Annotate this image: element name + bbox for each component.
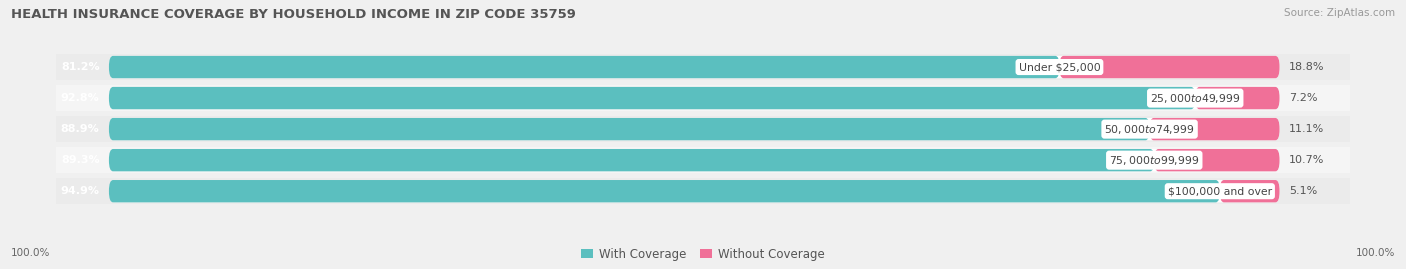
FancyBboxPatch shape xyxy=(1154,149,1279,171)
FancyBboxPatch shape xyxy=(1060,56,1279,78)
Bar xyxy=(56,85,1350,111)
Text: 94.9%: 94.9% xyxy=(60,186,100,196)
FancyBboxPatch shape xyxy=(108,149,1154,171)
FancyBboxPatch shape xyxy=(108,87,1195,109)
Bar xyxy=(56,116,1350,142)
Text: 5.1%: 5.1% xyxy=(1289,186,1317,196)
Text: Source: ZipAtlas.com: Source: ZipAtlas.com xyxy=(1284,8,1395,18)
Bar xyxy=(56,147,1350,173)
Text: 18.8%: 18.8% xyxy=(1289,62,1324,72)
Text: 7.2%: 7.2% xyxy=(1289,93,1317,103)
Legend: With Coverage, Without Coverage: With Coverage, Without Coverage xyxy=(576,243,830,265)
Text: 11.1%: 11.1% xyxy=(1289,124,1324,134)
FancyBboxPatch shape xyxy=(108,180,1220,202)
Text: $50,000 to $74,999: $50,000 to $74,999 xyxy=(1105,123,1195,136)
Text: 81.2%: 81.2% xyxy=(60,62,100,72)
Text: 92.8%: 92.8% xyxy=(60,93,100,103)
Text: $25,000 to $49,999: $25,000 to $49,999 xyxy=(1150,91,1240,105)
FancyBboxPatch shape xyxy=(108,118,1150,140)
Text: Under $25,000: Under $25,000 xyxy=(1018,62,1101,72)
Text: 100.0%: 100.0% xyxy=(11,248,51,258)
Bar xyxy=(56,54,1350,80)
Text: $100,000 and over: $100,000 and over xyxy=(1168,186,1272,196)
Text: 10.7%: 10.7% xyxy=(1289,155,1324,165)
Text: 89.3%: 89.3% xyxy=(60,155,100,165)
FancyBboxPatch shape xyxy=(1195,87,1279,109)
Text: 100.0%: 100.0% xyxy=(1355,248,1395,258)
FancyBboxPatch shape xyxy=(108,87,1279,109)
FancyBboxPatch shape xyxy=(1220,180,1279,202)
FancyBboxPatch shape xyxy=(1150,118,1279,140)
FancyBboxPatch shape xyxy=(108,118,1279,140)
Text: HEALTH INSURANCE COVERAGE BY HOUSEHOLD INCOME IN ZIP CODE 35759: HEALTH INSURANCE COVERAGE BY HOUSEHOLD I… xyxy=(11,8,576,21)
Text: $75,000 to $99,999: $75,000 to $99,999 xyxy=(1109,154,1199,167)
FancyBboxPatch shape xyxy=(108,56,1279,78)
Bar xyxy=(56,178,1350,204)
FancyBboxPatch shape xyxy=(108,180,1279,202)
Text: 88.9%: 88.9% xyxy=(60,124,100,134)
FancyBboxPatch shape xyxy=(108,149,1279,171)
FancyBboxPatch shape xyxy=(108,56,1060,78)
